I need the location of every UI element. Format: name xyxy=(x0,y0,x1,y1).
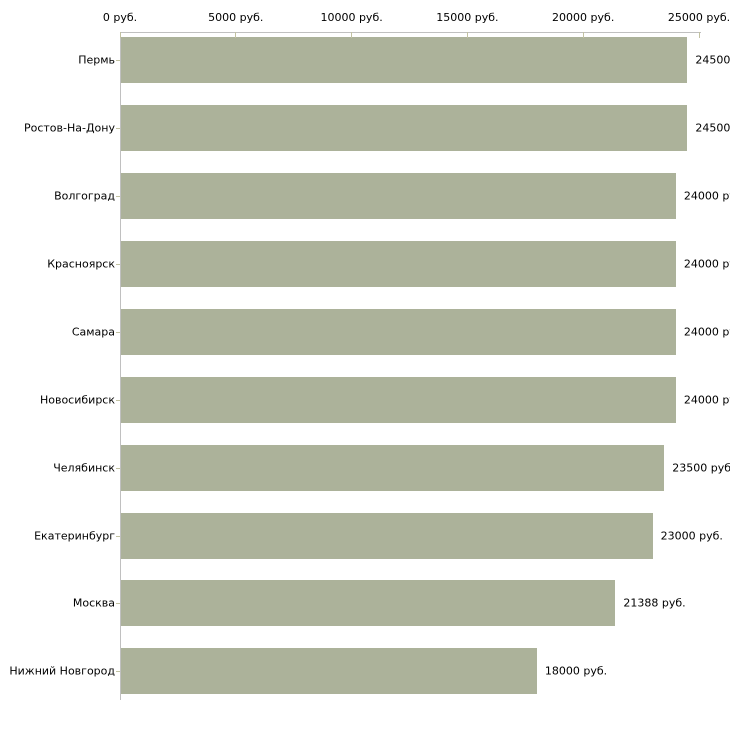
value-label: 24000 руб. xyxy=(683,257,730,271)
value-label: 21388 руб. xyxy=(623,596,686,610)
value-label: 23500 руб. xyxy=(672,461,730,475)
category-label: Красноярск xyxy=(47,257,115,271)
bar xyxy=(120,37,688,84)
x-tick-mark xyxy=(351,32,353,38)
value-label: 18000 руб. xyxy=(544,664,608,678)
category-label: Екатеринбург xyxy=(34,529,115,542)
x-tick-label: 0 руб. xyxy=(102,11,138,24)
category-label: Новосибирск xyxy=(39,393,115,407)
x-tick-mark xyxy=(119,32,121,38)
y-tick-mark xyxy=(116,603,120,605)
value-label: 24500 руб. xyxy=(695,53,730,67)
category-label: Москва xyxy=(72,596,115,610)
x-tick-mark xyxy=(698,32,700,38)
value-label: 24500 руб. xyxy=(695,121,730,135)
category-label: Волгоград xyxy=(54,189,115,203)
x-tick-label: 20000 руб. xyxy=(552,11,615,24)
x-axis-line xyxy=(120,32,701,33)
x-tick-label: 5000 руб. xyxy=(208,11,264,24)
bar xyxy=(120,580,616,627)
x-tick-mark xyxy=(466,32,468,38)
x-tick-label: 25000 руб. xyxy=(667,11,730,24)
bar xyxy=(120,512,653,559)
y-tick-mark xyxy=(116,467,120,469)
bar xyxy=(120,376,676,423)
bar xyxy=(120,444,665,491)
y-tick-mark xyxy=(116,60,120,62)
x-tick-label: 10000 руб. xyxy=(320,11,383,24)
x-tick-mark xyxy=(582,32,584,38)
value-label: 24000 руб. xyxy=(683,189,730,203)
bar xyxy=(120,308,676,355)
category-label: Пермь xyxy=(78,53,115,67)
category-label: Челябинск xyxy=(53,461,115,475)
x-tick-label: 15000 руб. xyxy=(436,11,499,24)
bar xyxy=(120,173,676,219)
y-tick-mark xyxy=(116,128,120,130)
y-tick-mark xyxy=(116,399,120,401)
y-tick-mark xyxy=(116,535,120,537)
y-tick-mark xyxy=(116,671,120,673)
bar xyxy=(120,240,676,287)
y-tick-mark xyxy=(116,263,120,265)
x-tick-mark xyxy=(235,32,237,38)
category-label: Ростов-На-Дону xyxy=(23,121,115,135)
bar xyxy=(120,105,688,152)
y-tick-mark xyxy=(116,196,120,197)
value-label: 23000 руб. xyxy=(660,529,723,542)
y-tick-mark xyxy=(116,331,120,333)
y-axis-line xyxy=(120,32,121,700)
value-label: 24000 руб. xyxy=(683,325,730,339)
category-label: Нижний Новгород xyxy=(9,664,115,678)
value-label: 24000 руб. xyxy=(683,393,730,407)
category-label: Самара xyxy=(71,325,115,339)
bar xyxy=(120,648,537,695)
